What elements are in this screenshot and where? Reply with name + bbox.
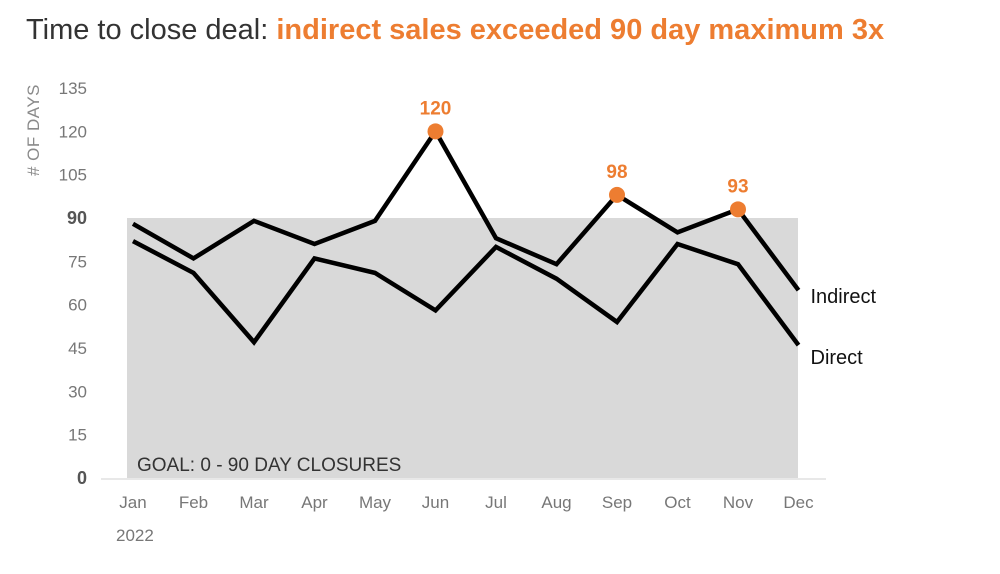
y-axis-title: # OF DAYS xyxy=(24,84,43,176)
highlight-point xyxy=(609,186,625,203)
data-label: 120 xyxy=(420,98,452,119)
series-label-indirect: Indirect xyxy=(811,286,877,308)
highlight-point xyxy=(427,123,444,140)
y-tick-label: 90 xyxy=(67,208,87,228)
y-tick-label: 135 xyxy=(59,79,87,98)
highlight-point xyxy=(730,201,746,218)
y-tick-label: 75 xyxy=(68,252,87,271)
x-tick-label: Sep xyxy=(602,493,632,512)
data-label: 98 xyxy=(606,162,627,183)
y-tick-label: 105 xyxy=(59,166,87,185)
chart-title: Time to close deal: indirect sales excee… xyxy=(26,14,884,47)
x-tick-label: Jun xyxy=(422,493,449,512)
x-axis-year-label: 2022 xyxy=(116,526,154,545)
goal-band xyxy=(127,218,798,478)
y-tick-label: 0 xyxy=(77,468,87,488)
data-label: 93 xyxy=(727,176,748,197)
chart-title-lead: Time to close deal: xyxy=(26,14,277,46)
y-tick-label: 60 xyxy=(68,296,87,315)
y-tick-label: 45 xyxy=(68,339,87,358)
y-tick-label: 30 xyxy=(68,382,87,401)
x-tick-label: Apr xyxy=(301,493,328,512)
x-tick-label: Dec xyxy=(783,493,814,512)
x-tick-label: Nov xyxy=(723,493,754,512)
chart-title-highlight: indirect sales exceeded 90 day maximum 3… xyxy=(276,14,885,46)
x-tick-label: Oct xyxy=(664,493,691,512)
series-line-direct xyxy=(131,239,801,347)
x-tick-label: Mar xyxy=(239,493,269,512)
goal-band-label: GOAL: 0 - 90 DAY CLOSURES xyxy=(137,455,401,476)
x-tick-label: Jul xyxy=(485,493,507,512)
y-tick-label: 120 xyxy=(59,122,87,141)
series-line-indirect xyxy=(131,127,801,292)
x-tick-label: Aug xyxy=(541,493,571,512)
x-tick-label: Jan xyxy=(119,493,146,512)
series-label-direct: Direct xyxy=(811,347,864,369)
x-tick-label: Feb xyxy=(179,493,208,512)
y-tick-label: 15 xyxy=(68,426,87,445)
x-tick-label: May xyxy=(359,493,392,512)
